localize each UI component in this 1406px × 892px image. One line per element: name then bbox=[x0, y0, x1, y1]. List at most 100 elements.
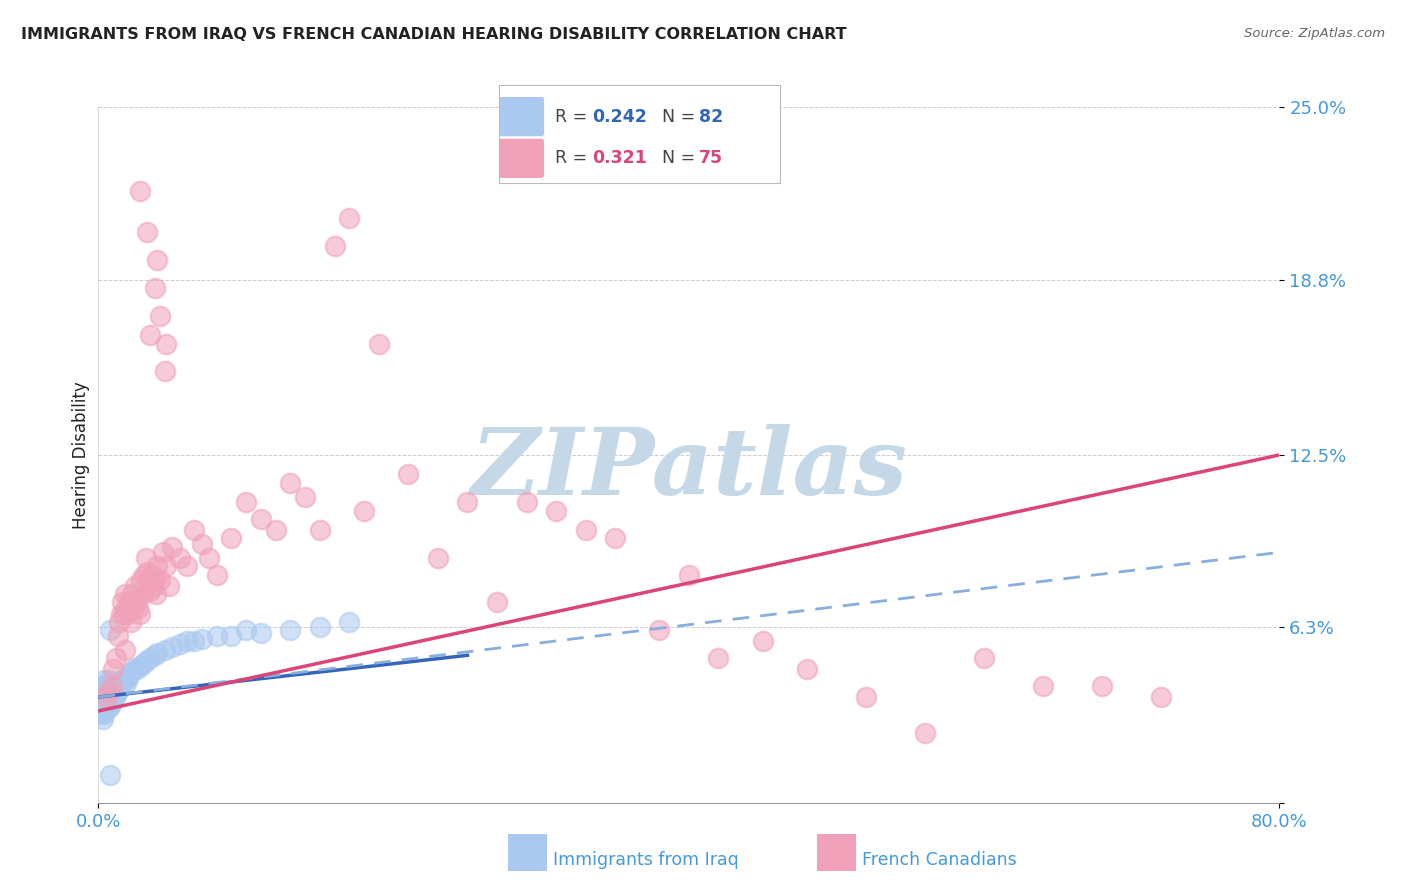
Point bbox=[146, 253, 169, 268]
Point bbox=[143, 573, 166, 587]
FancyBboxPatch shape bbox=[499, 97, 544, 136]
Point bbox=[103, 684, 125, 698]
Point bbox=[191, 537, 214, 551]
Point bbox=[157, 579, 180, 593]
Point bbox=[89, 690, 111, 704]
Point bbox=[96, 693, 118, 707]
Point bbox=[112, 673, 135, 688]
Point bbox=[121, 587, 143, 601]
Point bbox=[124, 579, 146, 593]
Point bbox=[117, 607, 139, 621]
Point bbox=[93, 684, 115, 698]
Text: N =: N = bbox=[662, 108, 696, 126]
Text: French Canadians: French Canadians bbox=[862, 851, 1017, 869]
Point bbox=[94, 690, 117, 704]
Point bbox=[100, 679, 122, 693]
Point bbox=[139, 328, 162, 343]
Point bbox=[146, 646, 169, 660]
Point bbox=[278, 624, 302, 638]
Point bbox=[337, 615, 360, 629]
Point bbox=[155, 559, 177, 574]
Text: R =: R = bbox=[555, 149, 588, 168]
Text: 0.321: 0.321 bbox=[592, 149, 647, 168]
Point bbox=[128, 184, 150, 198]
Point bbox=[198, 550, 221, 565]
Point bbox=[96, 684, 118, 698]
Point bbox=[169, 550, 191, 565]
Point bbox=[309, 620, 332, 634]
Point bbox=[544, 503, 567, 517]
Point bbox=[115, 601, 138, 615]
Point bbox=[97, 684, 120, 698]
Point bbox=[100, 681, 122, 696]
Point bbox=[114, 671, 136, 685]
Point bbox=[235, 624, 257, 638]
Point bbox=[110, 607, 132, 621]
Point bbox=[128, 607, 150, 621]
Point bbox=[427, 550, 450, 565]
Point bbox=[139, 651, 162, 665]
Point bbox=[337, 211, 360, 226]
Point bbox=[117, 671, 139, 685]
Point bbox=[90, 690, 112, 704]
Point bbox=[98, 690, 121, 704]
Point bbox=[107, 684, 129, 698]
Point bbox=[855, 690, 877, 704]
Point bbox=[153, 642, 176, 657]
Point bbox=[149, 309, 172, 323]
FancyBboxPatch shape bbox=[499, 139, 544, 178]
Point bbox=[132, 587, 155, 601]
Point bbox=[120, 665, 142, 679]
Point bbox=[353, 503, 375, 517]
FancyBboxPatch shape bbox=[817, 834, 856, 871]
Point bbox=[515, 495, 537, 509]
Point bbox=[205, 629, 228, 643]
Point bbox=[94, 696, 117, 710]
Text: ZIPatlas: ZIPatlas bbox=[471, 424, 907, 514]
Text: 75: 75 bbox=[699, 149, 723, 168]
Point bbox=[128, 659, 150, 673]
Point bbox=[219, 532, 242, 546]
Text: N =: N = bbox=[662, 149, 696, 168]
Text: R =: R = bbox=[555, 108, 588, 126]
Text: IMMIGRANTS FROM IRAQ VS FRENCH CANADIAN HEARING DISABILITY CORRELATION CHART: IMMIGRANTS FROM IRAQ VS FRENCH CANADIAN … bbox=[21, 27, 846, 42]
Point bbox=[264, 523, 287, 537]
Point bbox=[309, 523, 332, 537]
Point bbox=[91, 684, 114, 698]
Point bbox=[103, 679, 125, 693]
Point bbox=[96, 679, 118, 693]
Point bbox=[97, 684, 120, 698]
Text: Immigrants from Iraq: Immigrants from Iraq bbox=[553, 851, 738, 869]
Point bbox=[105, 679, 128, 693]
Point bbox=[93, 706, 115, 721]
Point bbox=[1150, 690, 1173, 704]
Point bbox=[98, 624, 121, 638]
Point bbox=[105, 651, 128, 665]
Point bbox=[146, 559, 169, 574]
Point bbox=[368, 336, 391, 351]
Point bbox=[169, 637, 191, 651]
Point bbox=[648, 624, 671, 638]
Point bbox=[100, 687, 122, 701]
Point bbox=[118, 667, 141, 681]
Point bbox=[122, 601, 145, 615]
Point bbox=[97, 679, 120, 693]
Point bbox=[250, 626, 273, 640]
Point bbox=[294, 490, 316, 504]
Point bbox=[145, 587, 167, 601]
Point bbox=[153, 364, 176, 378]
Point bbox=[135, 654, 157, 668]
Point bbox=[129, 573, 152, 587]
Point bbox=[120, 615, 142, 629]
Point bbox=[112, 607, 135, 621]
Point bbox=[134, 567, 156, 582]
Text: Source: ZipAtlas.com: Source: ZipAtlas.com bbox=[1244, 27, 1385, 40]
Point bbox=[141, 567, 163, 582]
Point bbox=[103, 662, 125, 676]
Text: 0.242: 0.242 bbox=[592, 108, 647, 126]
Point bbox=[138, 573, 160, 587]
Point bbox=[118, 595, 141, 609]
Point bbox=[94, 701, 117, 715]
Point bbox=[125, 662, 148, 676]
Point bbox=[605, 532, 627, 546]
